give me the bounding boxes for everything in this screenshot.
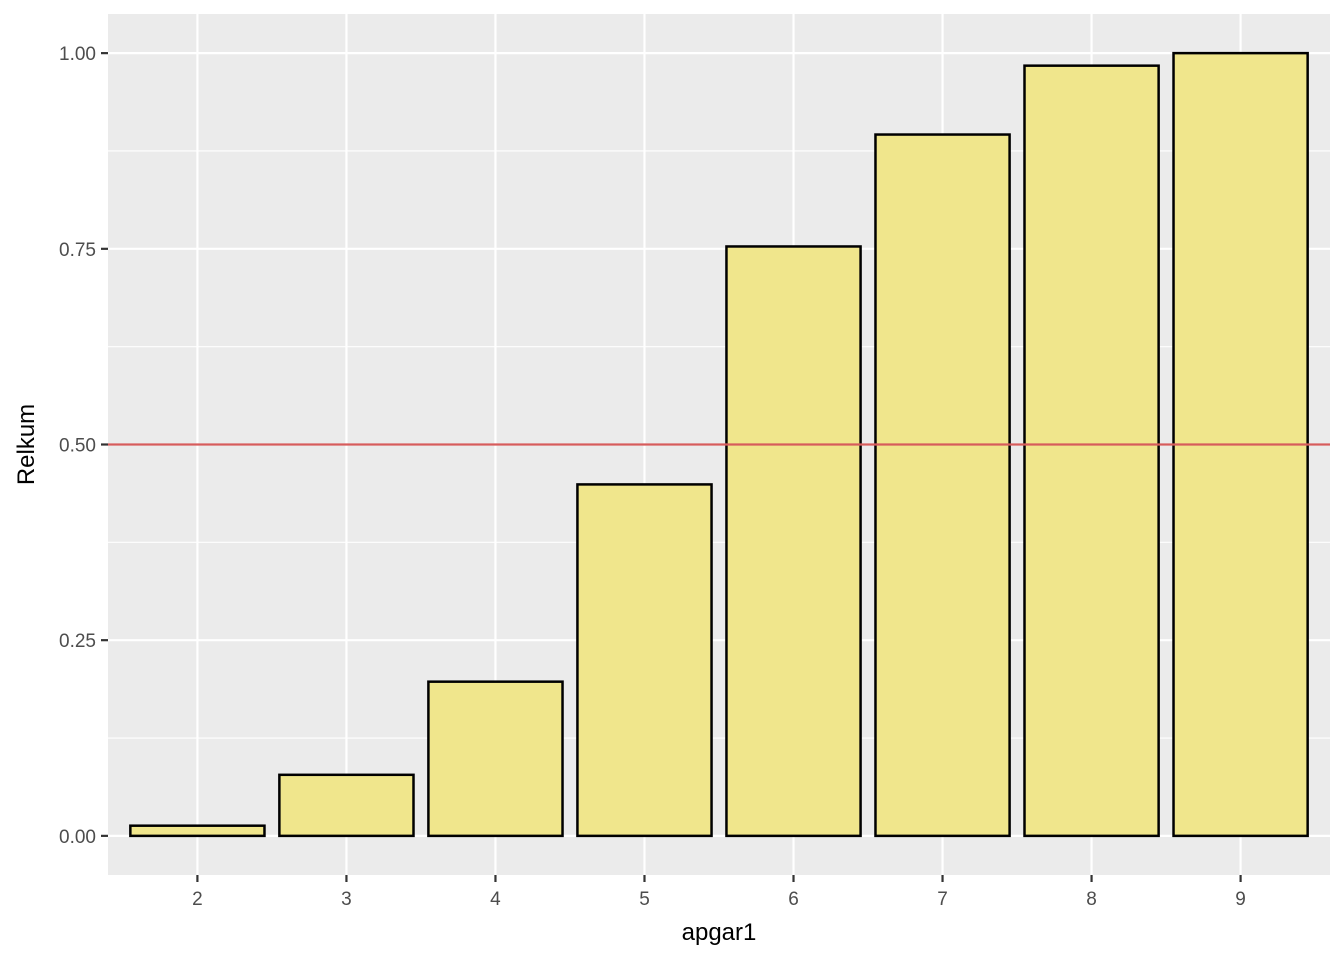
x-tick-label: 5	[639, 889, 650, 910]
x-tick-label: 3	[341, 889, 352, 910]
y-axis-title: Relkum	[13, 404, 40, 485]
x-tick-label: 7	[937, 889, 948, 910]
x-axis: 2 3 4 5 6 7 8 9	[192, 875, 1246, 910]
bar-3	[278, 773, 415, 838]
bar-8	[1023, 64, 1160, 838]
bar-5	[576, 483, 713, 838]
x-tick-label: 8	[1086, 889, 1097, 910]
y-tick-label: 0.00	[59, 827, 96, 848]
y-tick-label: 0.50	[59, 436, 96, 457]
bars	[129, 51, 1309, 838]
x-tick-label: 4	[490, 889, 501, 910]
x-tick-label: 9	[1235, 889, 1246, 910]
bar-6	[725, 245, 862, 838]
x-tick-label: 2	[192, 889, 203, 910]
bar-7	[874, 133, 1011, 838]
bar-2	[129, 824, 266, 838]
y-axis: 0.00 0.25 0.50 0.75 1.00	[59, 44, 108, 848]
bar-4	[427, 680, 564, 838]
y-tick-label: 1.00	[59, 44, 96, 65]
x-tick-label: 6	[788, 889, 799, 910]
y-tick-label: 0.75	[59, 240, 96, 261]
x-axis-title: apgar1	[682, 919, 757, 946]
y-tick-label: 0.25	[59, 631, 96, 652]
